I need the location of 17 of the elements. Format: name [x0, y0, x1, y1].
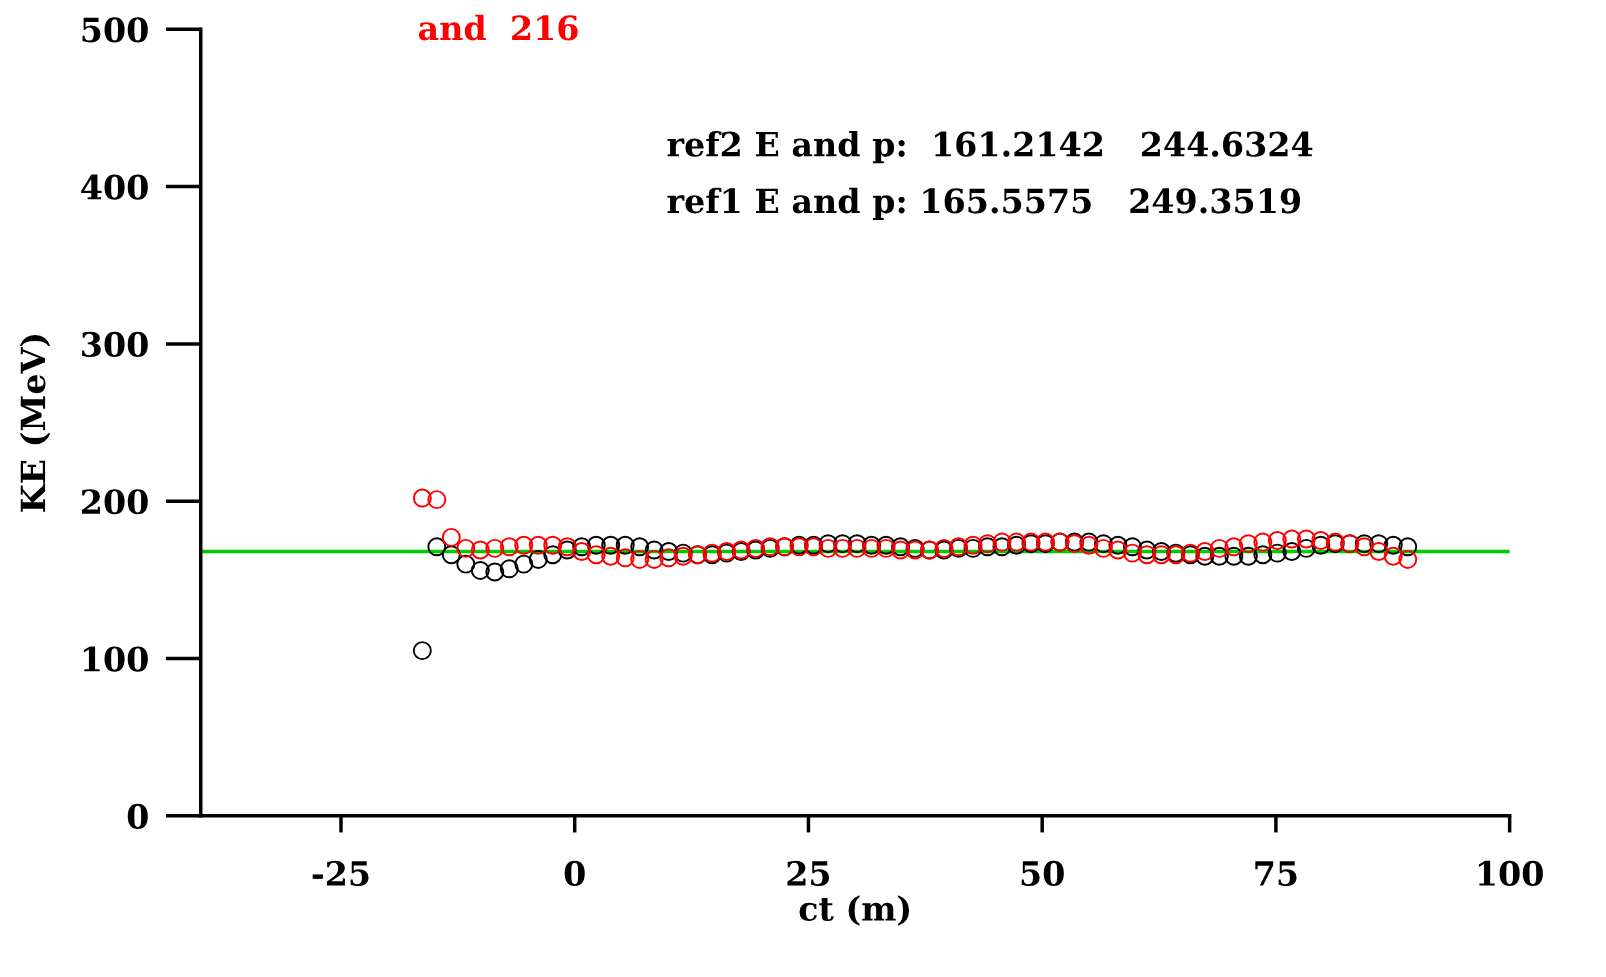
y-tick-label: 200 [82, 489, 148, 515]
y-tick-label: 0 [127, 803, 148, 829]
x-tick-label: -25 [312, 860, 369, 887]
y-tick-label: 500 [82, 17, 148, 43]
annotation: ref2 E and p: 161.2142 244.6324 [667, 130, 1313, 164]
y-tick-label: 300 [82, 331, 148, 358]
y-tick-label: 400 [81, 174, 148, 200]
x-tick-label: 50 [1021, 860, 1064, 887]
annotation: ref1 E and p: 165.5575 249.3519 [667, 187, 1300, 220]
x-tick-label: 100 [1478, 860, 1543, 887]
y-tick-label: 100 [83, 646, 148, 672]
x-tick-label: 25 [787, 860, 830, 887]
y-axis-title: KE (MeV) [19, 334, 51, 512]
chart-title: and 216 [418, 14, 578, 41]
x-tick-label: 75 [1255, 861, 1297, 887]
x-axis-title: ct (m) [799, 895, 910, 926]
x-tick-label: 0 [564, 860, 585, 887]
